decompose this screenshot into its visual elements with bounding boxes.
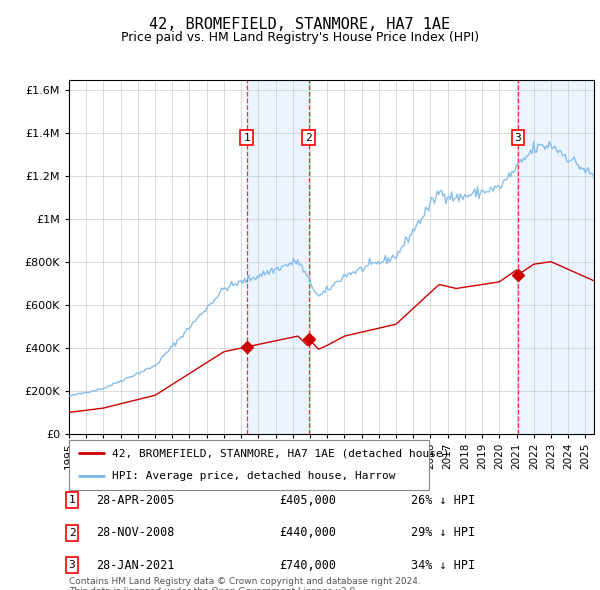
Text: 1: 1: [68, 496, 76, 505]
Bar: [518, 80, 594, 434]
Text: 42, BROMEFIELD, STANMORE, HA7 1AE (detached house): 42, BROMEFIELD, STANMORE, HA7 1AE (detac…: [112, 448, 450, 458]
Text: 3: 3: [514, 133, 521, 143]
Text: 2: 2: [68, 528, 76, 537]
Text: Contains HM Land Registry data © Crown copyright and database right 2024.
This d: Contains HM Land Registry data © Crown c…: [69, 577, 421, 590]
Text: 26% ↓ HPI: 26% ↓ HPI: [411, 494, 475, 507]
Text: 34% ↓ HPI: 34% ↓ HPI: [411, 559, 475, 572]
Text: 28-JAN-2021: 28-JAN-2021: [96, 559, 175, 572]
Text: Price paid vs. HM Land Registry's House Price Index (HPI): Price paid vs. HM Land Registry's House …: [121, 31, 479, 44]
Text: 29% ↓ HPI: 29% ↓ HPI: [411, 526, 475, 539]
Text: 28-NOV-2008: 28-NOV-2008: [96, 526, 175, 539]
Text: 3: 3: [68, 560, 76, 570]
Text: 2: 2: [305, 133, 312, 143]
Text: £740,000: £740,000: [279, 559, 336, 572]
Bar: [247, 80, 308, 434]
Text: 1: 1: [243, 133, 250, 143]
Text: £405,000: £405,000: [279, 494, 336, 507]
Text: 42, BROMEFIELD, STANMORE, HA7 1AE: 42, BROMEFIELD, STANMORE, HA7 1AE: [149, 17, 451, 31]
Text: HPI: Average price, detached house, Harrow: HPI: Average price, detached house, Harr…: [112, 471, 396, 481]
Text: £440,000: £440,000: [279, 526, 336, 539]
Text: 28-APR-2005: 28-APR-2005: [96, 494, 175, 507]
